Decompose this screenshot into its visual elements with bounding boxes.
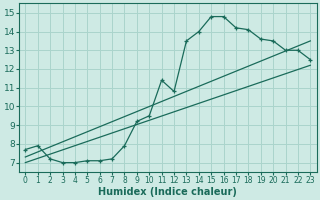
X-axis label: Humidex (Indice chaleur): Humidex (Indice chaleur) — [98, 187, 237, 197]
